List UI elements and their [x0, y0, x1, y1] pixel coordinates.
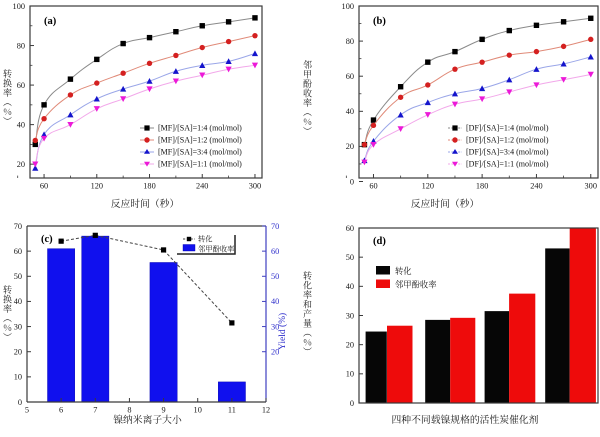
- svg-text:0: 0: [350, 177, 354, 186]
- svg-text:10: 10: [346, 370, 354, 379]
- svg-text:[MF]/[SA]=1:2 (mol/mol): [MF]/[SA]=1:2 (mol/mol): [158, 136, 242, 145]
- svg-text:12: 12: [262, 406, 270, 415]
- svg-text:[DF]/[SA]=3:4 (mol/mol): [DF]/[SA]=3:4 (mol/mol): [466, 148, 549, 157]
- svg-text:[DF]/[SA]=1:1 (mol/mol): [DF]/[SA]=1:1 (mol/mol): [466, 160, 549, 169]
- svg-text:180: 180: [143, 182, 155, 191]
- svg-text:(a): (a): [44, 16, 57, 27]
- svg-text:30: 30: [346, 311, 354, 320]
- svg-text:300: 300: [585, 182, 597, 191]
- svg-text:(b): (b): [373, 16, 386, 27]
- svg-text:240: 240: [196, 182, 208, 191]
- svg-text:60: 60: [40, 182, 48, 191]
- svg-text:0: 0: [18, 398, 22, 407]
- svg-text:40: 40: [346, 107, 354, 116]
- svg-text:120: 120: [91, 182, 103, 191]
- svg-text:0: 0: [350, 399, 354, 408]
- svg-text:[DF]/[SA]=1:2 (mol/mol): [DF]/[SA]=1:2 (mol/mol): [466, 136, 549, 145]
- svg-text:100: 100: [13, 2, 25, 11]
- svg-text:(d): (d): [373, 236, 386, 247]
- svg-text:60: 60: [346, 224, 354, 233]
- svg-text:50: 50: [271, 272, 279, 281]
- svg-text:50: 50: [14, 272, 22, 281]
- svg-text:60: 60: [14, 247, 22, 256]
- svg-text:邻甲酚收率: 邻甲酚收率: [395, 278, 437, 290]
- svg-text:转化: 转化: [198, 235, 213, 245]
- svg-text:70: 70: [14, 222, 22, 231]
- svg-text:20: 20: [346, 142, 354, 151]
- svg-text:240: 240: [530, 182, 542, 191]
- svg-text:[MF]/[SA]=3:4 (mol/mol): [MF]/[SA]=3:4 (mol/mol): [158, 148, 242, 157]
- svg-text:80: 80: [346, 37, 354, 46]
- svg-text:100: 100: [342, 2, 354, 11]
- svg-text:80: 80: [17, 41, 25, 50]
- svg-text:180: 180: [476, 182, 488, 191]
- svg-text:40: 40: [346, 282, 354, 291]
- svg-text:[DF]/[SA]=1:4 (mol/mol): [DF]/[SA]=1:4 (mol/mol): [466, 124, 549, 133]
- svg-text:[MF]/[SA]=1:1 (mol/mol): [MF]/[SA]=1:1 (mol/mol): [158, 160, 242, 169]
- svg-text:70: 70: [271, 222, 279, 231]
- svg-text:20: 20: [17, 160, 25, 169]
- svg-text:40: 40: [14, 297, 22, 306]
- svg-text:10: 10: [14, 373, 22, 382]
- svg-text:40: 40: [17, 120, 25, 129]
- svg-text:120: 120: [422, 182, 434, 191]
- svg-text:5: 5: [25, 406, 29, 415]
- svg-text:20: 20: [14, 348, 22, 357]
- svg-text:30: 30: [14, 322, 22, 331]
- svg-text:20: 20: [346, 340, 354, 349]
- svg-text:(c): (c): [41, 234, 53, 245]
- svg-text:60: 60: [17, 81, 25, 90]
- svg-text:[MF]/[SA]=1:4 (mol/mol): [MF]/[SA]=1:4 (mol/mol): [158, 124, 242, 133]
- svg-text:邻甲酚收率: 邻甲酚收率: [198, 245, 235, 255]
- svg-text:60: 60: [369, 182, 377, 191]
- svg-text:300: 300: [249, 182, 261, 191]
- svg-text:50: 50: [346, 253, 354, 262]
- svg-text:60: 60: [346, 72, 354, 81]
- svg-text:60: 60: [271, 247, 279, 256]
- svg-text:转化: 转化: [395, 265, 412, 277]
